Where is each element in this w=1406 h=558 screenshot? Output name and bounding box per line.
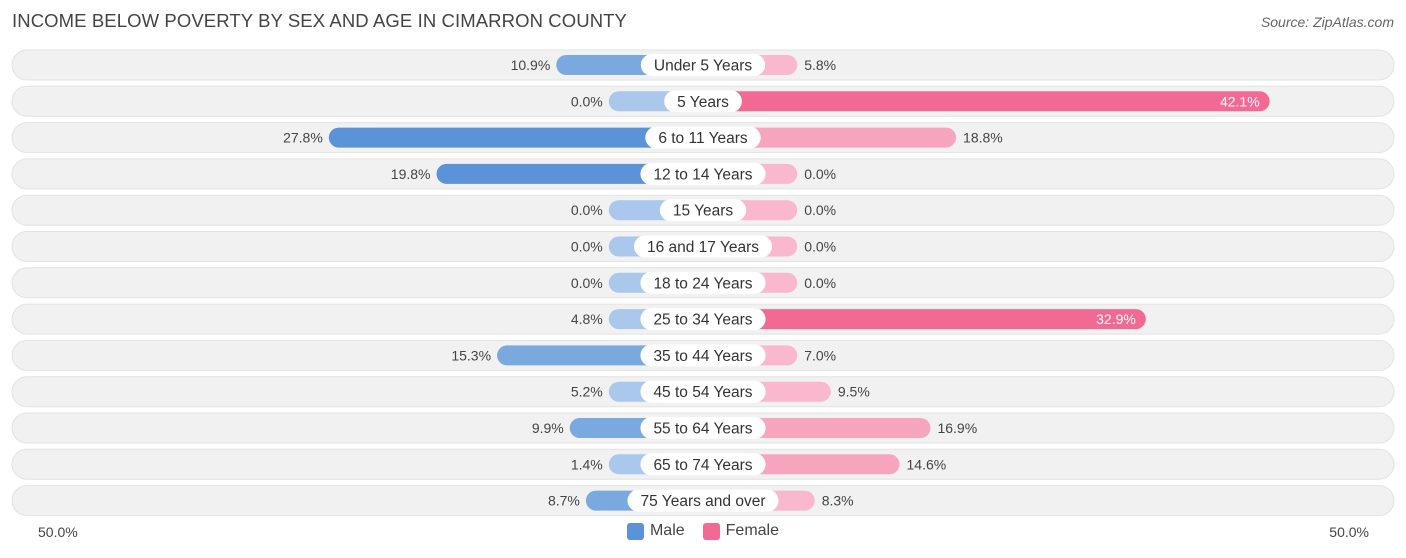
value-label-male: 15.3%: [451, 347, 491, 363]
row-4: 15 Years 0.0% 0.0%: [11, 194, 1395, 226]
legend-swatch-male: [626, 522, 644, 540]
row-6: 18 to 24 Years 0.0% 0.0%: [11, 267, 1395, 299]
category-label: 35 to 44 Years: [653, 348, 752, 365]
value-label-female: 0.0%: [804, 275, 836, 291]
row-11: 65 to 74 Years 1.4% 14.6%: [11, 448, 1395, 480]
value-label-male: 0.0%: [571, 202, 603, 218]
row-7: 25 to 34 Years 4.8% 32.9%: [11, 303, 1395, 335]
category-pill: [640, 380, 766, 403]
value-label-male: 0.0%: [571, 239, 603, 255]
value-label-female: 9.5%: [838, 384, 870, 400]
category-pill: [627, 489, 779, 512]
category-pill: [659, 199, 747, 222]
legend: Male Female: [0, 522, 1406, 540]
category-label: 65 to 74 Years: [653, 457, 752, 474]
category-label: 16 and 17 Years: [647, 239, 759, 256]
value-label-male: 9.9%: [532, 420, 564, 436]
row-9: 45 to 54 Years 5.2% 9.5%: [11, 376, 1395, 408]
value-label-female: 16.9%: [937, 420, 977, 436]
row-0: Under 5 Years 10.9% 5.8%: [11, 49, 1395, 81]
value-label-male: 4.8%: [571, 311, 603, 327]
row-2: 6 to 11 Years 27.8% 18.8%: [11, 122, 1395, 154]
category-label: 6 to 11 Years: [658, 130, 748, 147]
bar-male: [436, 163, 703, 184]
legend-label-male: Male: [649, 522, 685, 539]
legend-item-female: Female: [702, 522, 780, 540]
value-label-female: 7.0%: [804, 347, 836, 363]
row-10: 55 to 64 Years 9.9% 16.9%: [11, 412, 1395, 444]
category-label: 18 to 24 Years: [653, 275, 752, 292]
value-label-female: 42.1%: [1220, 93, 1260, 109]
value-label-female: 32.9%: [1096, 311, 1136, 327]
bar-female: [703, 91, 1270, 112]
row-8: 35 to 44 Years 15.3% 7.0%: [11, 339, 1395, 371]
row-12: 75 Years and over 8.7% 8.3%: [11, 485, 1395, 517]
value-label-female: 5.8%: [804, 57, 836, 73]
category-label: 75 Years and over: [641, 493, 766, 510]
category-pill: [633, 235, 773, 258]
category-pill: [640, 344, 766, 367]
category-pill: [640, 271, 766, 294]
axis-left-label: 50.0%: [38, 524, 78, 540]
category-label: 5 Years: [677, 94, 729, 111]
category-label: 45 to 54 Years: [653, 384, 752, 401]
value-label-female: 14.6%: [907, 456, 947, 472]
row-3: 12 to 14 Years 19.8% 0.0%: [11, 158, 1395, 190]
value-label-male: 19.8%: [391, 166, 431, 182]
category-label: Under 5 Years: [654, 58, 752, 75]
value-label-female: 18.8%: [963, 130, 1003, 146]
legend-item-male: Male: [626, 522, 685, 540]
value-label-female: 8.3%: [822, 493, 854, 509]
bar-female: [703, 127, 957, 148]
category-label: 55 to 64 Years: [653, 421, 752, 438]
row-5: 16 and 17 Years 0.0% 0.0%: [11, 231, 1395, 262]
value-label-male: 0.0%: [571, 93, 603, 109]
value-label-female: 0.0%: [804, 166, 836, 182]
value-label-male: 8.7%: [548, 493, 580, 509]
value-label-female: 0.0%: [804, 202, 836, 218]
category-pill: [640, 162, 766, 185]
category-pill: [640, 417, 766, 439]
row-1: 5 Years 0.0% 42.1%: [11, 85, 1395, 117]
value-label-male: 10.9%: [511, 57, 551, 73]
category-pill: [640, 453, 766, 476]
value-label-male: 5.2%: [571, 384, 603, 400]
category-pill: [640, 54, 766, 76]
value-label-male: 1.4%: [571, 456, 603, 472]
category-pill: [645, 126, 761, 149]
bar-female: [703, 309, 1146, 330]
chart-svg: Under 5 Years 10.9% 5.8% 5 Years 0.0% 42.1% 6 …: [11, 49, 1395, 517]
category-label: 12 to 14 Years: [653, 166, 752, 183]
category-pill: [664, 90, 742, 113]
value-label-male: 27.8%: [283, 130, 323, 146]
value-label-female: 0.0%: [804, 239, 836, 255]
category-label: 25 to 34 Years: [653, 312, 752, 329]
bar-male: [328, 127, 703, 148]
chart-title: INCOME BELOW POVERTY BY SEX AND AGE IN C…: [12, 10, 627, 31]
legend-swatch-female: [702, 522, 720, 540]
value-label-male: 0.0%: [571, 275, 603, 291]
source-label: Source: ZipAtlas.com: [1260, 14, 1394, 30]
category-label: 15 Years: [673, 203, 734, 220]
axis-right-label: 50.0%: [1329, 524, 1369, 540]
legend-label-female: Female: [725, 522, 780, 539]
category-pill: [640, 308, 766, 331]
